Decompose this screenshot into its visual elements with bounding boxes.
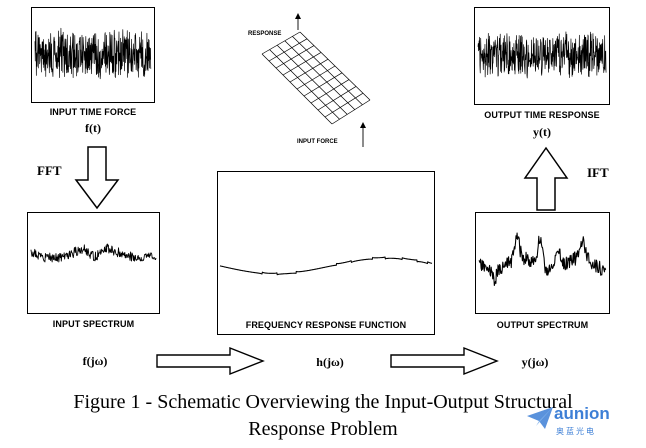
figure-caption-line-1: Figure 1 - Schematic Overviewing the Inp… xyxy=(73,391,573,413)
input-time-force-plot xyxy=(31,7,155,103)
input-spectrum-label: INPUT SPECTRUM xyxy=(52,319,135,329)
frequency-response-label: FREQUENCY RESPONSE FUNCTION xyxy=(245,320,407,330)
input-time-force-label: INPUT TIME FORCE xyxy=(49,107,137,117)
frequency-response-signal xyxy=(219,256,433,276)
output-spectrum-label: OUTPUT SPECTRUM xyxy=(496,320,589,330)
output-spectrum-plot xyxy=(475,212,610,314)
input-spectrum-symbol: f(jω) xyxy=(82,354,108,368)
input-spectrum-plot xyxy=(27,212,160,314)
fft-down-arrow xyxy=(74,146,120,210)
frequency-response-symbol: h(jω) xyxy=(316,355,344,369)
structure-mesh-diagram xyxy=(261,13,371,147)
arrow-to-output-spectrum xyxy=(390,346,499,376)
output-time-response-label: OUTPUT TIME RESPONSE xyxy=(484,110,600,120)
arrow-to-frf xyxy=(156,346,265,376)
figure-caption-line-2: Response Problem xyxy=(248,418,398,440)
watermark-subtext: 奥蓝光电 xyxy=(556,427,596,436)
input-spectrum-signal xyxy=(30,243,157,263)
watermark-text: aunion xyxy=(554,404,610,423)
response-label: RESPONSE xyxy=(248,31,282,37)
paper-plane-icon xyxy=(527,407,553,429)
fft-label: FFT xyxy=(37,163,62,178)
output-time-response-plot xyxy=(474,7,610,105)
watermark-logo: aunion 奥蓝光电 xyxy=(526,404,636,444)
frequency-response-plot xyxy=(217,171,435,335)
input-time-force-signal xyxy=(34,27,152,80)
input-time-force-symbol: f(t) xyxy=(85,121,101,135)
output-time-response-symbol: y(t) xyxy=(533,125,551,139)
output-spectrum-signal xyxy=(478,232,607,286)
ift-label: IFT xyxy=(587,165,609,180)
output-spectrum-symbol: y(jω) xyxy=(521,355,549,369)
ift-up-arrow xyxy=(523,146,569,211)
output-time-response-signal xyxy=(477,31,607,79)
input-force-label: INPUT FORCE xyxy=(297,139,338,145)
